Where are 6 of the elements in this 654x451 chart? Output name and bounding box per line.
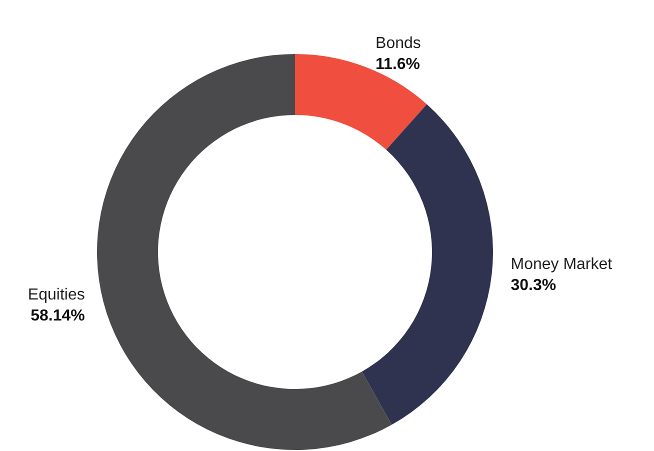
data-label: 58.14%	[30, 307, 85, 324]
data-label: 11.6%	[376, 56, 420, 73]
slice-label: Money Market	[510, 256, 613, 274]
slice-label: Equities	[28, 286, 85, 304]
data-label: 30.3%	[510, 277, 556, 294]
slice-label: Bonds	[376, 34, 421, 52]
